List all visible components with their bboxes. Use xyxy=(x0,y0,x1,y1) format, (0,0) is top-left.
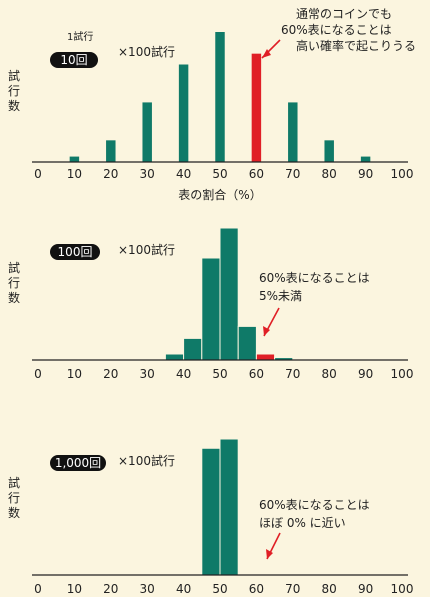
x-tick-label: 100 xyxy=(391,582,414,596)
bar xyxy=(69,156,80,162)
x-tick-label: 60 xyxy=(249,367,264,381)
bar xyxy=(106,140,116,162)
x-axis-title: 表の割合（%） xyxy=(178,187,261,202)
y-axis-label: 試 xyxy=(8,260,20,275)
trials-label: ×100試行 xyxy=(118,242,175,257)
x-tick-label: 50 xyxy=(212,367,227,381)
flip-count-label: 1,000回 xyxy=(55,456,101,470)
x-tick-label: 10 xyxy=(67,367,82,381)
y-axis-label: 試 xyxy=(8,475,20,490)
bar xyxy=(255,353,276,361)
chart-10-flips: 試行数 1試行 10回 ×100試行 0 10 20 30 40 50 60 70 80 90 100 表の割… xyxy=(8,7,416,202)
trials-label: ×100試行 xyxy=(118,453,175,468)
bar xyxy=(201,257,221,361)
flip-count-pill xyxy=(50,455,106,471)
x-tick-label: 100 xyxy=(391,167,414,181)
x-tick-label: 40 xyxy=(176,582,191,596)
bar xyxy=(164,353,185,361)
bar xyxy=(237,325,257,361)
bar xyxy=(178,64,189,162)
x-tick-label: 30 xyxy=(140,367,155,381)
bar xyxy=(360,156,371,162)
x-tick-label: 10 xyxy=(67,167,82,181)
annotation-text: 高い確率で起こりうる xyxy=(296,38,416,53)
x-tick-label: 90 xyxy=(358,167,373,181)
bar xyxy=(288,102,298,162)
x-tick-label: 30 xyxy=(140,167,155,181)
chart-1000-flips: 試行数 1,000回 ×100試行 0 10 20 30 40 50 60 70 80 90 100 60%… xyxy=(8,438,414,596)
flip-count-label: 100回 xyxy=(58,245,93,259)
x-tick-label: 80 xyxy=(322,167,337,181)
x-tick-label: 20 xyxy=(103,367,118,381)
x-tick-label: 0 xyxy=(34,167,42,181)
x-tick-label: 10 xyxy=(67,582,82,596)
bar xyxy=(183,337,203,361)
y-axis-label: 行 xyxy=(8,491,20,505)
bar xyxy=(219,438,239,576)
y-axis-label: 行 xyxy=(8,84,20,98)
y-axis-label: 数 xyxy=(8,98,20,113)
bar xyxy=(201,447,221,576)
annotation-text: 60%表になることは xyxy=(259,271,370,285)
x-tick-label: 90 xyxy=(358,367,373,381)
annotation-text: 60%表になることは xyxy=(259,498,370,512)
x-tick-label: 70 xyxy=(285,167,300,181)
bar xyxy=(215,32,225,162)
x-tick-label: 0 xyxy=(34,367,42,381)
trial-caption: 1試行 xyxy=(67,30,93,43)
annotation-arrowhead xyxy=(262,49,271,58)
x-tick-label: 0 xyxy=(34,582,42,596)
bar xyxy=(324,140,334,162)
annotation-text: 5%未満 xyxy=(259,289,302,303)
y-axis-label: 試 xyxy=(8,68,20,83)
annotation-text: ほぼ 0% に近い xyxy=(259,516,346,530)
bar xyxy=(142,102,152,162)
x-tick-label: 80 xyxy=(322,367,337,381)
bar xyxy=(251,53,262,162)
x-tick-label: 50 xyxy=(212,167,227,181)
x-tick-label: 70 xyxy=(285,582,300,596)
flip-count-pill xyxy=(50,52,98,68)
x-tick-label: 40 xyxy=(176,167,191,181)
y-axis-label: 行 xyxy=(8,276,20,290)
x-tick-label: 100 xyxy=(391,367,414,381)
annotation-arrowhead xyxy=(266,549,273,559)
x-tick-label: 60 xyxy=(249,167,264,181)
y-axis-label: 数 xyxy=(8,505,20,520)
x-tick-label: 60 xyxy=(249,582,264,596)
x-tick-label: 30 xyxy=(140,582,155,596)
x-tick-label: 80 xyxy=(322,582,337,596)
flip-count-label: 10回 xyxy=(60,53,87,67)
trials-label: ×100試行 xyxy=(118,44,175,59)
chart-100-flips: 試行数 100回 ×100試行 0 10 20 30 40 50 60 70 80 90 100 60%表に… xyxy=(8,227,414,381)
annotation-text: 通常のコインでも xyxy=(296,7,392,21)
x-tick-label: 20 xyxy=(103,167,118,181)
x-tick-label: 90 xyxy=(358,582,373,596)
x-tick-label: 20 xyxy=(103,582,118,596)
x-tick-label: 50 xyxy=(212,582,227,596)
x-tick-label: 70 xyxy=(285,367,300,381)
bar xyxy=(219,227,239,361)
y-axis-label: 数 xyxy=(8,290,20,305)
annotation-arrowhead xyxy=(263,326,270,336)
x-tick-label: 40 xyxy=(176,367,191,381)
annotation-text: 60%表になることは xyxy=(281,23,392,37)
flip-count-pill xyxy=(50,244,100,260)
